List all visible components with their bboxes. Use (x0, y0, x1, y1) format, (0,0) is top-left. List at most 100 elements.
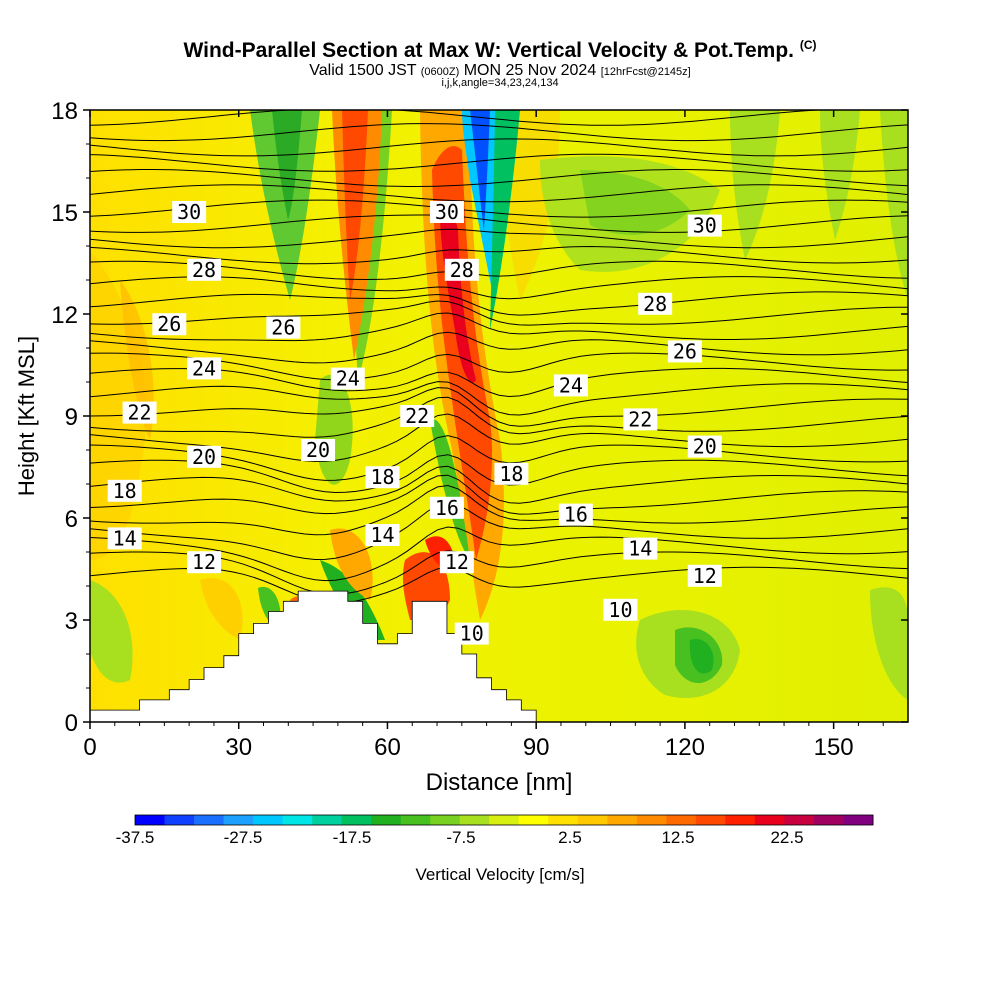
isentrope-line (90, 110, 827, 126)
contour-label-box (365, 466, 400, 489)
contour-label: 26 (157, 312, 181, 336)
contour-label: 22 (628, 407, 652, 431)
contour-label-box (439, 551, 474, 574)
colorbar-swatch (459, 815, 490, 825)
contour-label-box (494, 462, 529, 485)
x-tick-label: 60 (374, 734, 401, 761)
contour-label: 30 (693, 214, 717, 238)
contour-label: 14 (628, 537, 652, 561)
contour-label: 30 (435, 200, 459, 224)
x-tick-label: 30 (225, 734, 252, 761)
contour-label-box (301, 439, 336, 461)
colorbar-tick-label: -37.5 (116, 828, 155, 847)
isentrope-line (90, 550, 908, 595)
contour-labels: 3028262422201814122624202218143028161210… (107, 200, 722, 646)
isentrope-line (90, 331, 908, 364)
contour-label: 18 (499, 462, 523, 486)
contour-label-box (623, 408, 658, 431)
colorbar-frame (134, 814, 874, 826)
contour-label-box (365, 524, 400, 546)
isentrope-line (90, 291, 908, 316)
y-tick-label: 3 (65, 608, 78, 635)
contour-label: 20 (192, 445, 216, 469)
isentrope-line (90, 312, 908, 342)
colorbar-tick-label: -17.5 (333, 828, 372, 847)
contour-label: 14 (370, 523, 394, 547)
y-tick-label: 9 (65, 404, 78, 431)
colorbar-tick-label: -27.5 (224, 828, 263, 847)
y-tick-label: 15 (51, 200, 78, 227)
plot-area: 3028262422201814122624202218143028161210… (90, 110, 908, 722)
isentrope-line (90, 199, 908, 218)
contour-label-box (122, 401, 157, 424)
updraft-band-left-core (342, 110, 368, 300)
contour-label: 14 (113, 526, 137, 550)
colorbar-tick-label: 12.5 (661, 828, 694, 847)
colorbar-swatch (636, 815, 667, 825)
contour-label: 26 (673, 339, 697, 363)
downdraft-core-edge (490, 110, 520, 330)
colorbar-swatch (666, 815, 697, 825)
isentrope-line (90, 276, 908, 300)
colorbar-swatch (312, 815, 343, 825)
potential-temperature-contours (90, 110, 908, 604)
colorbar: -37.5 -27.5 -17.5 -7.5 2.5 12.5 22.5 Vertical V… (116, 814, 874, 884)
downdraft-band-1-core (272, 110, 302, 220)
y-tick-label: 12 (51, 302, 78, 329)
isentrope-line (90, 484, 908, 536)
contour-label: 10 (608, 598, 632, 622)
colorbar-swatch (371, 815, 402, 825)
colorbar-swatch (194, 815, 225, 825)
isentrope-line (90, 381, 908, 416)
isentrope-line (90, 367, 908, 398)
contour-label-box (187, 445, 222, 468)
isentrope-line (90, 502, 908, 561)
colorbar-swatch (607, 815, 638, 825)
contour-label-box (172, 201, 207, 223)
contour-label-box (429, 201, 464, 223)
y-tick-label: 6 (65, 506, 78, 533)
isentrope-line (90, 228, 908, 249)
contour-label: 22 (128, 401, 152, 425)
isentrope-line (90, 352, 908, 381)
green-streak-lower (430, 419, 470, 560)
isentrope-line (90, 300, 908, 326)
contour-label: 16 (435, 496, 459, 520)
isentrope-line (90, 396, 908, 438)
colorbar-tick-label: -7.5 (446, 828, 475, 847)
green-patch-lowright-center (689, 639, 714, 674)
axes: 0 30 60 90 120 150 0 3 6 9 12 15 18 Distance [nm] Heig… (14, 98, 908, 796)
updraft-low-mid (330, 528, 373, 600)
contour-label-box (187, 258, 222, 281)
chart-subtitle: Valid 1500 JST (0600Z) MON 25 Nov 2024 [… (309, 62, 691, 79)
contour-label: 24 (336, 367, 360, 391)
colorbar-swatch (577, 815, 608, 825)
x-tick-label: 150 (814, 734, 854, 761)
contour-label-box (687, 435, 722, 458)
isentrope-line (90, 526, 908, 582)
chart-indices: i,j,k,angle=34,23,24,134 (441, 77, 559, 89)
isentrope-line (90, 260, 908, 281)
isentrope-line (90, 474, 908, 515)
colorbar-swatch (135, 815, 166, 825)
isentrope-line (90, 465, 908, 504)
contour-label-box (330, 367, 365, 390)
isentrope-line (493, 110, 551, 111)
colorbar-swatch (695, 815, 726, 825)
colorbar-label: Vertical Velocity [cm/s] (415, 865, 584, 884)
contour-label: 18 (370, 465, 394, 489)
isentrope-line (90, 184, 908, 203)
x-tick-label: 120 (665, 734, 705, 761)
colorbar-swatch (725, 815, 756, 825)
contour-label: 28 (643, 292, 667, 316)
colorbar-swatch (813, 815, 844, 825)
contour-label-box (603, 598, 638, 621)
green-patch-lowleft (90, 580, 133, 683)
contour-label-box (454, 622, 489, 645)
downdraft-band-1 (250, 110, 320, 300)
colorbar-swatch (400, 815, 431, 825)
contour-label-box (187, 357, 222, 380)
colorbar-swatch (430, 815, 461, 825)
isentrope-line (90, 214, 908, 233)
